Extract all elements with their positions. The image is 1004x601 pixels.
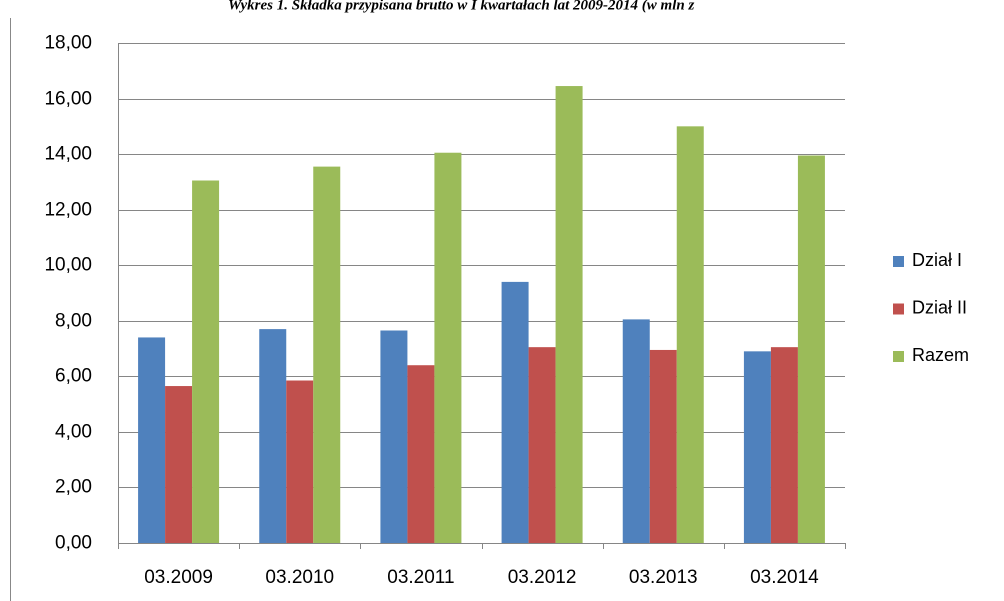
legend-label: Razem [912, 345, 969, 365]
bar [138, 337, 166, 543]
y-tick-label: 4,00 [55, 422, 92, 443]
legend-label: Dział I [912, 250, 962, 270]
bar [528, 347, 556, 543]
x-tick-label: 03.2013 [629, 567, 698, 588]
bar [676, 126, 704, 543]
bar [407, 365, 435, 543]
bar [192, 180, 220, 543]
legend-label: Dział II [912, 297, 967, 317]
y-tick-label: 16,00 [44, 89, 92, 110]
x-tick-label: 03.2009 [144, 567, 213, 588]
legend-swatch [893, 256, 904, 267]
bar [434, 152, 462, 543]
x-tick-label: 03.2010 [265, 567, 334, 588]
bar [501, 281, 529, 543]
y-tick-label: 8,00 [55, 311, 92, 332]
bar [743, 351, 771, 543]
legend-swatch [893, 351, 904, 362]
y-tick-label: 2,00 [55, 477, 92, 498]
bar [622, 319, 650, 543]
bar [259, 329, 287, 543]
y-tick-label: 10,00 [44, 255, 92, 276]
bar [649, 349, 677, 543]
bar [555, 86, 583, 544]
bar [286, 380, 314, 543]
y-tick-label: 18,00 [44, 33, 92, 54]
x-tick-label: 03.2011 [387, 567, 454, 588]
y-tick-label: 6,00 [55, 366, 92, 387]
y-tick-label: 12,00 [44, 200, 92, 221]
chart-title: Wykres 1. Składka przypisana brutto w I … [228, 0, 694, 13]
x-tick-label: 03.2014 [750, 567, 819, 588]
x-tick-label: 03.2012 [508, 567, 577, 588]
bar [380, 330, 408, 543]
y-tick-label: 0,00 [55, 533, 92, 554]
bar [770, 347, 798, 543]
bar [313, 166, 341, 543]
bar [165, 386, 193, 543]
bar [797, 155, 825, 543]
legend-swatch [893, 303, 904, 315]
y-tick-label: 14,00 [44, 144, 92, 165]
